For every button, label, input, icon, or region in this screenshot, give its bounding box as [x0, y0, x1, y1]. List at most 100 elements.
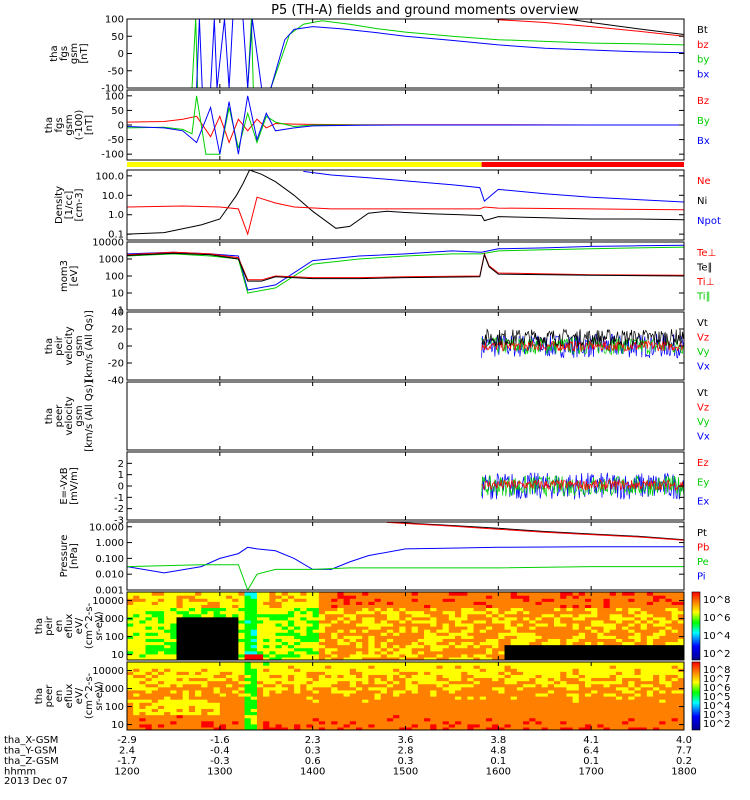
spectrogram-cell — [275, 595, 283, 599]
spectrogram-cell — [213, 696, 221, 700]
spectrogram-cell — [182, 604, 190, 609]
spectrogram-cell — [170, 720, 178, 725]
spectrogram-cell — [207, 683, 215, 688]
spectrogram-cell — [164, 629, 171, 633]
y-axis-label: gsm — [69, 43, 80, 64]
spectrogram-cell — [671, 626, 679, 630]
spectrogram-cell — [405, 632, 413, 636]
spectrogram-cell — [473, 696, 481, 700]
spectrogram-cell — [653, 656, 660, 660]
spectrogram-cell — [349, 647, 357, 652]
spectrogram-cell — [386, 720, 394, 725]
spectrogram-cell — [306, 656, 314, 660]
spectrogram-cell — [640, 598, 648, 602]
spectrogram-cell — [665, 677, 673, 682]
spectrogram-cell — [201, 607, 209, 612]
spectrogram-cell — [442, 680, 450, 685]
spectrogram-cell — [386, 610, 394, 615]
ephemeris-value: 0.3 — [398, 756, 414, 767]
spectrogram-cell — [535, 726, 543, 730]
spectrogram-cell — [455, 686, 462, 691]
spectrogram-cell — [424, 647, 431, 652]
spectrogram-cell — [325, 683, 332, 688]
spectrogram-cell — [430, 622, 438, 627]
spectrogram-cell — [646, 680, 654, 685]
spectrogram-cell — [164, 635, 171, 639]
spectrogram-cell — [145, 626, 153, 630]
spectrogram-cell — [492, 708, 499, 713]
spectrogram-cell — [325, 723, 332, 728]
spectrogram-cell — [176, 708, 184, 713]
spectrogram-cell — [622, 705, 629, 709]
y-tick-label: 1000 — [99, 255, 124, 266]
spectrogram-cell — [479, 671, 487, 675]
spectrogram-cell — [541, 671, 549, 675]
spectrogram-cell — [572, 616, 580, 621]
spectrogram-cell — [535, 592, 543, 596]
spectrogram-cell — [207, 610, 215, 615]
spectrogram-cell — [188, 619, 196, 624]
spectrogram-cell — [355, 644, 363, 649]
spectrogram-cell — [529, 626, 537, 630]
spectrogram-cell — [584, 680, 592, 685]
spectrogram-cell — [368, 607, 376, 612]
spectrogram-cell — [219, 604, 227, 609]
spectrogram-cell — [281, 680, 289, 685]
spectrogram-cell — [547, 650, 555, 655]
spectrogram-cell — [263, 665, 270, 669]
spectrogram-cell — [139, 708, 147, 713]
spectrogram-cell — [226, 689, 233, 694]
spectrogram-cell — [554, 662, 561, 666]
spectrogram-cell — [609, 635, 617, 639]
spectrogram-cell — [213, 726, 221, 730]
spectrogram-cell — [578, 635, 586, 639]
spectrogram-cell — [510, 626, 518, 630]
spectrogram-cell — [479, 598, 487, 602]
spectrogram-cell — [201, 613, 209, 618]
spectrogram-cell — [318, 723, 326, 728]
spectrogram-cell — [591, 638, 598, 643]
spectrogram-cell — [201, 665, 209, 669]
spectrogram-cell — [578, 702, 586, 706]
spectrogram-cell — [275, 604, 283, 609]
y-axis-label: gsm — [64, 114, 75, 135]
spectrogram-cell — [238, 705, 246, 709]
spectrogram-cell — [479, 720, 487, 725]
spectrogram-cell — [306, 610, 314, 615]
spectrogram-cell — [374, 647, 382, 652]
spectrogram-cell — [207, 708, 215, 713]
spectrogram-cell — [405, 638, 413, 643]
spectrogram-cell — [269, 711, 277, 716]
spectrogram-cell — [318, 674, 326, 679]
spectrogram-cell — [362, 696, 369, 700]
spectrogram-cell — [170, 680, 178, 685]
spectrogram-cell — [473, 613, 481, 618]
spectrogram-cell — [263, 714, 270, 719]
spectrogram-cell — [256, 708, 264, 713]
spectrogram-cell — [455, 647, 462, 652]
spectrogram-cell — [653, 607, 660, 612]
spectrogram-cell — [207, 714, 215, 719]
spectrogram-cell — [139, 677, 147, 682]
spectrogram-cell — [640, 683, 648, 688]
spectrogram-cell — [547, 592, 555, 596]
spectrogram-cell — [219, 598, 227, 602]
spectrogram-cell — [677, 674, 684, 679]
spectrogram-cell — [182, 677, 190, 682]
spectrogram-cell — [411, 592, 419, 596]
spectrogram-cell — [461, 662, 468, 666]
spectrogram-cell — [603, 723, 611, 728]
spectrogram-cell — [287, 717, 295, 722]
spectrogram-cell — [677, 702, 684, 706]
spectrogram-cell — [219, 708, 227, 713]
spectrogram-cell — [529, 711, 537, 716]
ephemeris-value: 3.8 — [490, 735, 506, 746]
spectrogram-cell — [164, 647, 171, 652]
spectrogram-cell — [337, 702, 345, 706]
spectrogram-cell — [615, 683, 623, 688]
spectrogram-cell — [473, 683, 481, 688]
spectrogram-cell — [176, 696, 184, 700]
spectrogram-cell — [597, 714, 605, 719]
spectrogram-cell — [492, 595, 499, 599]
